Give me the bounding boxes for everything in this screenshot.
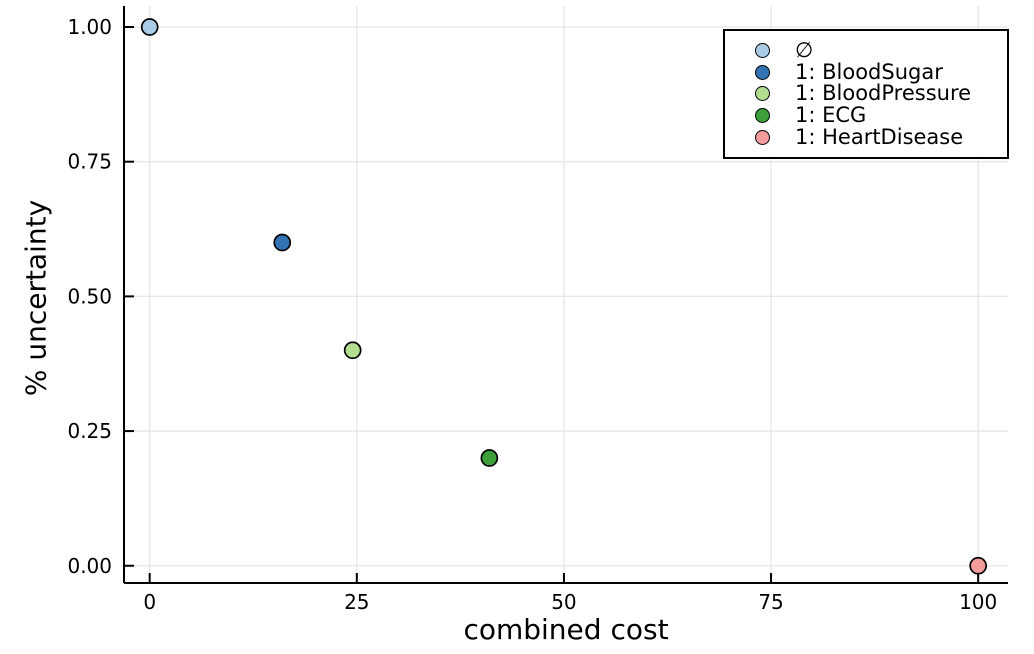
data-point-set-0: [140, 18, 159, 36]
legend-label: 1: BloodSugar: [795, 59, 943, 84]
legend-marker-icon: [755, 42, 770, 58]
data-point-1-ecg: [480, 449, 499, 467]
legend-label: 1: HeartDisease: [795, 125, 964, 150]
legend-marker-icon: [755, 108, 770, 124]
y-tick-labels: 0.00 0.25 0.50 0.75 1.00: [67, 15, 112, 578]
data-point-1-bloodpressure: [343, 341, 362, 360]
y-tick-label: 0.75: [67, 150, 112, 174]
y-tick-label: 0.00: [67, 554, 112, 578]
legend-marker-icon: [755, 130, 770, 146]
gridlines: [124, 6, 1008, 583]
legend-label: ∅: [795, 37, 814, 62]
tick-marks: [124, 26, 980, 583]
x-tick-label: 100: [959, 590, 997, 614]
legend-marker-icon: [755, 86, 770, 102]
data-point-1-bloodsugar: [273, 233, 292, 252]
legend-item-1-ecg: 1: ECG: [755, 105, 1007, 127]
y-axis-label: % uncertainty: [19, 199, 53, 397]
y-tick-label: 1.00: [67, 15, 112, 39]
data-point-1-heartdisease: [969, 556, 988, 575]
legend: ∅ 1: BloodSugar 1: BloodPressure 1: ECG 1: H…: [723, 29, 1009, 159]
legend-label: 1: BloodPressure: [795, 81, 972, 106]
data-points: [140, 18, 988, 575]
y-tick-label: 0.50: [67, 284, 112, 308]
x-axis-label: combined cost: [463, 613, 669, 646]
x-tick-labels: 0 25 50 75 100: [143, 590, 997, 614]
x-tick-label: 75: [758, 590, 783, 614]
legend-item-1-heartdisease: 1: HeartDisease: [755, 127, 1007, 149]
legend-marker-icon: [755, 64, 770, 80]
legend-item-1-bloodpressure: 1: BloodPressure: [755, 83, 1007, 105]
x-tick-label: 50: [551, 590, 576, 614]
x-tick-label: 0: [143, 590, 156, 614]
axes-spines: [123, 6, 1008, 584]
legend-label: 1: ECG: [795, 103, 867, 128]
legend-item-set-0: ∅: [755, 37, 1007, 62]
y-tick-label: 0.25: [67, 419, 112, 443]
legend-item-1-bloodsugar: 1: BloodSugar: [755, 61, 1007, 83]
x-tick-label: 25: [344, 590, 369, 614]
